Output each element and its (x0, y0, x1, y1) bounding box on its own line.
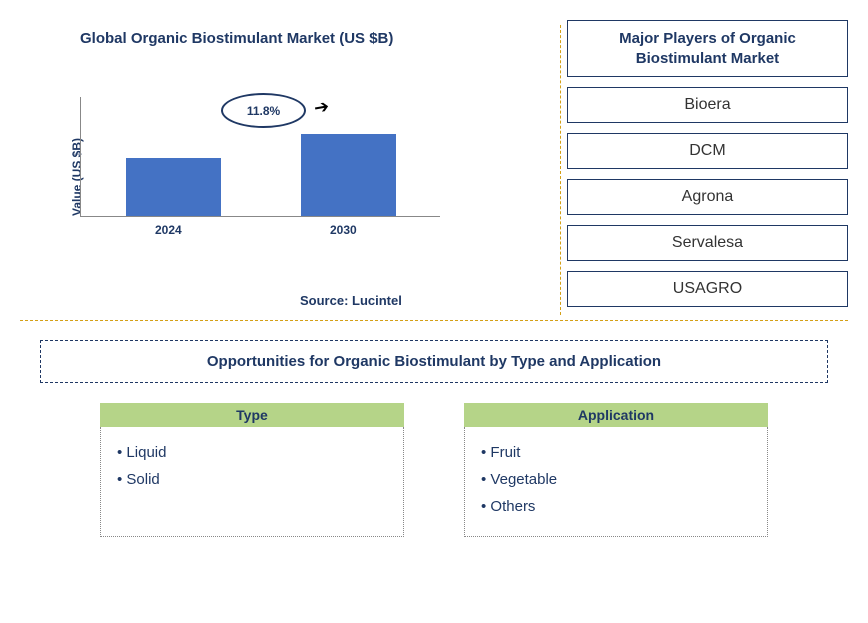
player-2: Agrona (567, 179, 848, 215)
players-area: Major Players of Organic Biostimulant Ma… (567, 20, 848, 310)
bottom-section: Opportunities for Organic Biostimulant b… (40, 340, 828, 537)
col-body-type: • Liquid • Solid (100, 427, 404, 537)
growth-ellipse: 11.8% (221, 93, 306, 128)
x-label-0: 2024 (155, 223, 182, 237)
source-text: Source: Lucintel (300, 293, 402, 308)
type-item-0: • Liquid (117, 439, 387, 466)
col-header-application: Application (464, 403, 768, 427)
arrow-icon: ➔ (312, 96, 331, 119)
x-label-1: 2030 (330, 223, 357, 237)
player-1: DCM (567, 133, 848, 169)
bar-chart: Value (US $B) 11.8% ➔ 2024 2030 (80, 97, 440, 257)
bar-2030 (301, 134, 396, 216)
opportunities-title: Opportunities for Organic Biostimulant b… (40, 340, 828, 383)
chart-area: Global Organic Biostimulant Market (US $… (20, 20, 547, 310)
player-0: Bioera (567, 87, 848, 123)
type-item-1: • Solid (117, 466, 387, 493)
bar-2024 (126, 158, 221, 216)
col-header-type: Type (100, 403, 404, 427)
horizontal-divider (20, 320, 848, 321)
chart-plot: 11.8% ➔ (80, 97, 440, 217)
opportunity-columns: Type • Liquid • Solid Application • Frui… (40, 403, 828, 537)
app-item-1: • Vegetable (481, 466, 751, 493)
chart-title: Global Organic Biostimulant Market (US $… (80, 30, 547, 47)
growth-annotation: 11.8% ➔ (221, 93, 341, 133)
x-axis-labels: 2024 2030 (80, 217, 440, 247)
players-title: Major Players of Organic Biostimulant Ma… (567, 20, 848, 77)
player-4: USAGRO (567, 271, 848, 307)
app-item-2: • Others (481, 493, 751, 520)
growth-value: 11.8% (247, 104, 280, 118)
player-3: Servalesa (567, 225, 848, 261)
app-item-0: • Fruit (481, 439, 751, 466)
top-section: Global Organic Biostimulant Market (US $… (20, 20, 848, 310)
col-type: Type • Liquid • Solid (100, 403, 404, 537)
col-application: Application • Fruit • Vegetable • Others (464, 403, 768, 537)
col-body-application: • Fruit • Vegetable • Others (464, 427, 768, 537)
vertical-divider (560, 25, 561, 315)
